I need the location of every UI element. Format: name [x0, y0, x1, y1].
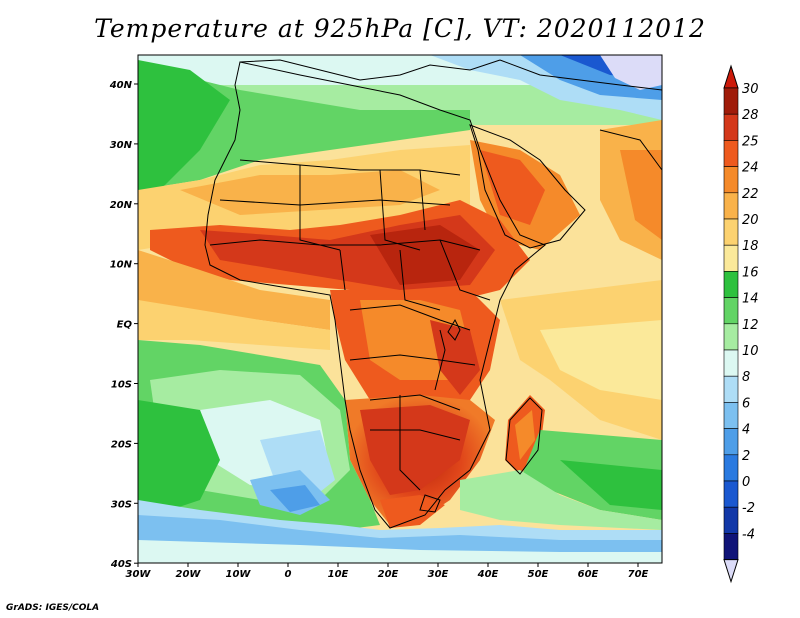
colorbar-swatch [723, 140, 739, 167]
lat-label: 30N [110, 140, 133, 151]
colorbar-swatch [723, 533, 739, 560]
plot-frame [137, 54, 663, 564]
latitude-axis: 40N 30N 20N 10N EQ 10S 20S 30S 40S [109, 80, 138, 570]
lon-label: 50E [528, 569, 549, 580]
colorbar-swatch [723, 271, 739, 298]
lon-label: 10W [226, 569, 252, 580]
colorbar-label: 12 [742, 318, 759, 333]
colorbar-label: 6 [742, 396, 750, 411]
colorbar-label: 18 [742, 239, 759, 254]
grads-credit: GrADS: IGES/COLA [6, 603, 100, 613]
colorbar-swatch [723, 375, 739, 403]
colorbar-label: 20 [742, 213, 759, 228]
lon-label: 70E [628, 569, 649, 580]
colorbar-label: -4 [742, 527, 755, 542]
longitude-axis: 30W 20W 10W 0 10E 20E 30E 40E 50E 60E 70E [126, 563, 649, 580]
lat-label: 10N [110, 260, 133, 271]
colorbar-label: 8 [742, 370, 750, 385]
lat-label: 20N [110, 200, 133, 211]
lon-label: 0 [285, 569, 292, 580]
lon-label: 40E [477, 569, 499, 580]
lon-label: 30E [428, 569, 449, 580]
lat-label: 10S [111, 380, 132, 391]
colorbar-swatch [723, 349, 739, 377]
lon-label: 60E [578, 569, 599, 580]
lat-label: 20S [111, 439, 132, 450]
colorbar-swatch [723, 428, 739, 456]
colorbar-swatch [723, 480, 739, 508]
colorbar-swatch [723, 192, 739, 220]
colorbar-label: 24 [742, 161, 759, 176]
colorbar-label: -2 [742, 501, 755, 516]
coastlines [204, 59, 663, 529]
map-title: Temperature at 925hPa [C], VT: 202011201… [94, 14, 706, 43]
colorbar-label: 14 [742, 292, 759, 307]
colorbar-bottom-arrow [723, 559, 739, 584]
temperature-field [138, 55, 662, 563]
colorbar-label: 0 [742, 475, 750, 490]
colorbar-swatch [723, 506, 739, 534]
colorbar-swatch [723, 323, 739, 351]
colorbar-swatch [723, 244, 739, 272]
lat-label: 30S [111, 499, 132, 510]
colorbar-label: 22 [742, 187, 759, 202]
colorbar-label: 28 [742, 108, 759, 123]
colorbar-swatch [723, 218, 739, 246]
lat-label: 40S [110, 559, 132, 570]
lon-label: 20E [378, 569, 399, 580]
colorbar-top-arrow [723, 64, 739, 89]
lon-label: 30W [126, 569, 152, 580]
colorbar-label: 4 [742, 423, 750, 438]
lat-label: EQ [117, 320, 133, 331]
colorbar-swatch [723, 113, 739, 141]
colorbar-swatch [723, 297, 739, 325]
colorbar-label: 25 [742, 134, 759, 149]
colorbar-label: 10 [742, 344, 759, 359]
colorbar-swatch [723, 402, 739, 429]
lat-label: 40N [109, 80, 133, 91]
colorbar-swatch [723, 87, 739, 115]
lon-label: 20W [176, 569, 202, 580]
colorbar-label: 16 [742, 265, 759, 280]
lon-label: 10E [328, 569, 349, 580]
colorbar-swatch [723, 454, 739, 482]
colorbar-label: 30 [742, 82, 759, 97]
colorbar-label: 2 [742, 449, 750, 464]
colorbar-swatch [723, 166, 739, 194]
